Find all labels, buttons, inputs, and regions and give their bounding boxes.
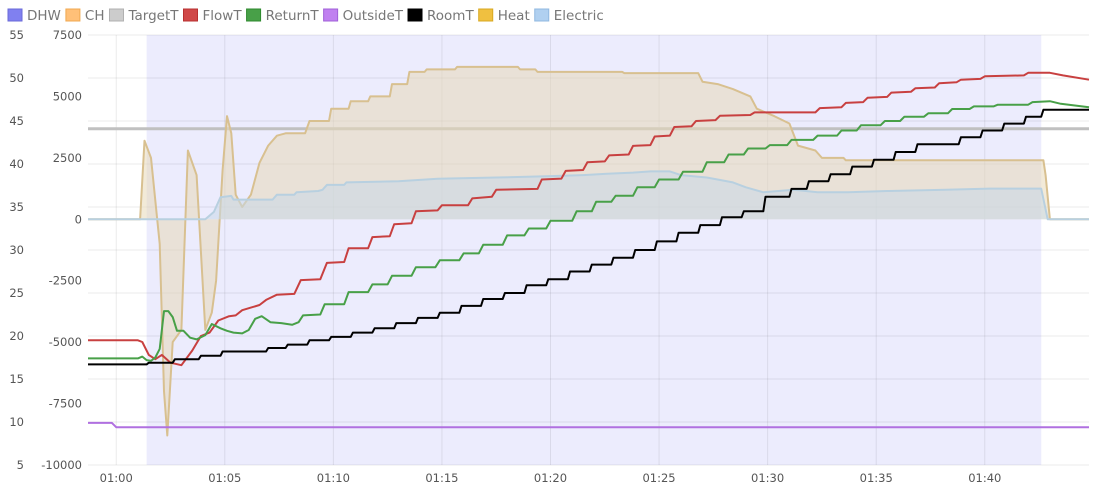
series-roomt-line	[88, 108, 1089, 366]
y-left-tick-label: 5	[17, 458, 24, 472]
legend-item-dhw[interactable]: DHW	[7, 8, 61, 24]
legend-item-targett[interactable]: TargetT	[108, 8, 179, 24]
legend-item-outsidet[interactable]: OutsideT	[323, 8, 404, 24]
y-right-tick-label: -7500	[49, 397, 82, 411]
y-left-tick-label: 50	[9, 71, 24, 85]
legend-item-roomt[interactable]: RoomT	[407, 8, 474, 24]
y-left-tick-label: 20	[9, 329, 24, 343]
series-heat-line	[88, 65, 1089, 437]
legend-label: RoomT	[427, 8, 474, 24]
x-tick-label: 01:40	[968, 471, 1001, 485]
x-tick-label: 01:30	[751, 471, 784, 485]
legend-item-flowt[interactable]: FlowT	[183, 8, 243, 24]
series-flowt-line	[88, 71, 1090, 367]
series-outsidet-line	[88, 421, 1089, 429]
legend-label: CH	[85, 8, 105, 24]
series-heat-area	[88, 66, 1089, 436]
y-right-tick-label: 5000	[53, 89, 82, 103]
legend-label: OutsideT	[343, 8, 404, 24]
y-left-tick-label: 15	[9, 372, 24, 386]
y-left-tick-label: 45	[9, 114, 24, 128]
legend-label: Electric	[554, 8, 604, 24]
y-left-tick-label: 40	[9, 157, 24, 171]
y-right-tick-label: 2500	[53, 151, 82, 165]
y-left-tick-label: 55	[9, 28, 24, 42]
legend-swatch	[407, 8, 423, 22]
series-returnt-line	[88, 100, 1090, 362]
y-left-tick-label: 10	[9, 415, 24, 429]
legend-label: Heat	[498, 8, 530, 24]
x-tick-label: 01:20	[534, 471, 567, 485]
legend-item-heat[interactable]: Heat	[478, 8, 530, 24]
y-right-tick-label: -5000	[49, 335, 82, 349]
legend-swatch	[108, 8, 124, 22]
legend-label: DHW	[27, 8, 61, 24]
x-tick-label: 01:15	[425, 471, 458, 485]
legend-swatch	[478, 8, 494, 22]
x-tick-label: 01:00	[100, 471, 133, 485]
legend-swatch	[323, 8, 339, 22]
legend-swatch	[246, 8, 262, 22]
y-right-tick-label: 0	[75, 212, 82, 226]
legend-item-ch[interactable]: CH	[65, 8, 105, 24]
legend-label: FlowT	[203, 8, 243, 24]
y-left-tick-label: 35	[9, 200, 24, 214]
legend-label: TargetT	[127, 8, 179, 24]
series-electric-line	[88, 170, 1089, 221]
y-right-tick-label: -2500	[49, 274, 82, 288]
legend-item-returnt[interactable]: ReturnT	[246, 8, 320, 24]
x-tick-label: 01:35	[860, 471, 893, 485]
legend-swatch	[65, 8, 81, 22]
x-tick-label: 01:05	[208, 471, 241, 485]
legend-label: ReturnT	[266, 8, 320, 24]
legend-swatch	[183, 8, 198, 22]
series-electric-area	[88, 171, 1089, 220]
x-tick-label: 01:10	[317, 471, 350, 485]
legend-swatch	[534, 8, 550, 22]
legend-item-electric[interactable]: Electric	[534, 8, 604, 24]
y-right-tick-label: 7500	[53, 28, 82, 42]
x-tick-label: 01:25	[642, 471, 675, 485]
y-left-tick-label: 30	[9, 243, 24, 257]
y-left-tick-label: 25	[9, 286, 24, 300]
legend-swatch	[7, 8, 23, 22]
y-right-tick-label: -10000	[41, 458, 82, 472]
